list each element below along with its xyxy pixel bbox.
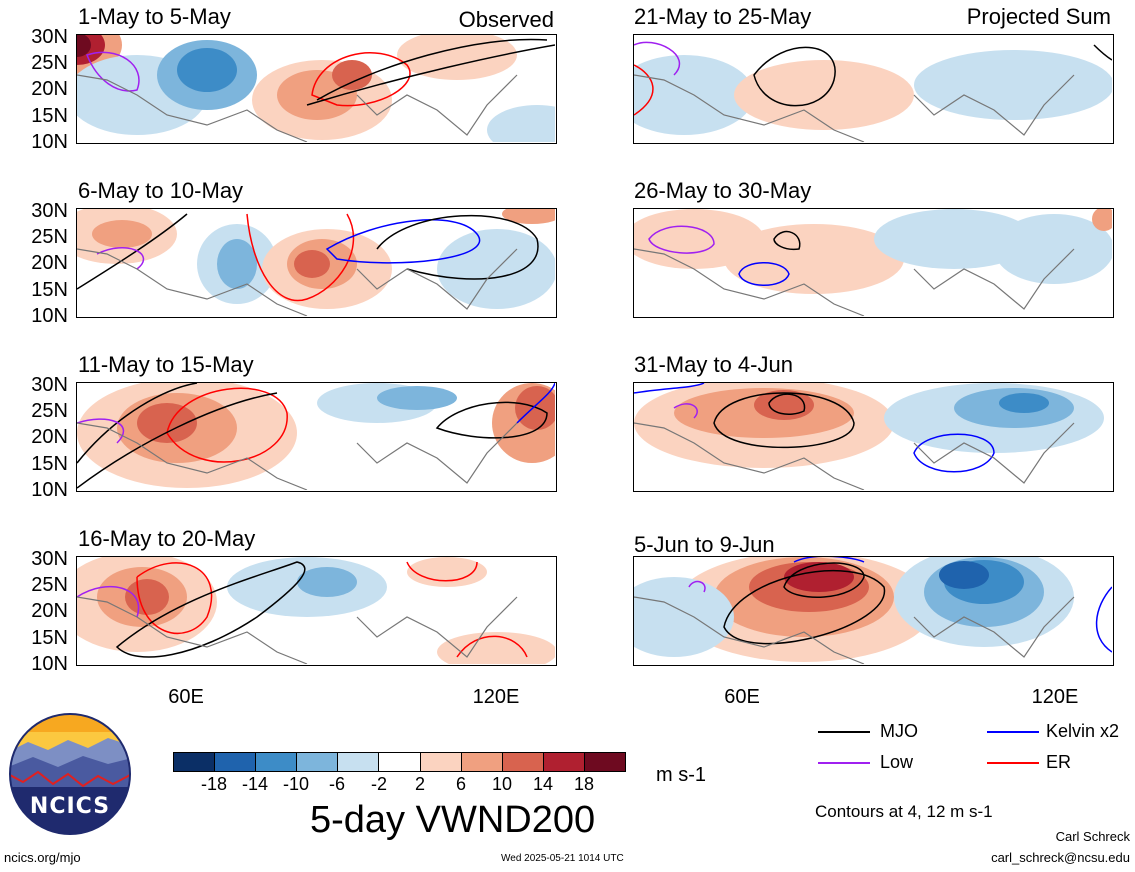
- observed-label: Observed: [458, 7, 554, 32]
- lat-label-25n: 25N: [31, 400, 68, 422]
- panel-title-3: 11-May to 15-May: [78, 352, 254, 377]
- map-panel-7: [633, 382, 1114, 492]
- panel-title-1: 1-May to 5-May: [78, 4, 231, 29]
- lat-label-15n: 15N: [31, 279, 68, 301]
- ncics-logo: NCICS: [8, 712, 132, 836]
- colorbar-swatch: [174, 753, 216, 771]
- lon-label-60e-left: 60E: [168, 686, 204, 708]
- panel-title-2: 6-May to 10-May: [78, 178, 244, 203]
- legend-label-low: Low: [880, 752, 914, 772]
- lat-label-15n: 15N: [31, 627, 68, 649]
- footer-timestamp: Wed 2025-05-21 1014 UTC: [501, 853, 624, 864]
- map-panel-3: [76, 382, 557, 492]
- colorbar-label: -14: [241, 774, 268, 794]
- lat-label-10n: 10N: [31, 131, 68, 153]
- lat-label-20n: 20N: [31, 600, 68, 622]
- panel-title-5: 21-May to 25-May: [634, 4, 812, 29]
- lat-label-15n: 15N: [31, 105, 68, 127]
- legend-swatch-mjo: [818, 731, 870, 733]
- footer-email[interactable]: carl_schreck@ncsu.edu: [991, 850, 1130, 865]
- ncics-logo-text: NCICS: [29, 794, 111, 819]
- colorbar-swatch: [256, 753, 298, 771]
- colorbar: [173, 752, 626, 772]
- figure-title: 5-day VWND200: [310, 799, 596, 841]
- footer-author: Carl Schreck: [1055, 829, 1130, 844]
- colorbar-swatch: [379, 753, 421, 771]
- lat-label-25n: 25N: [31, 574, 68, 596]
- lat-label-25n: 25N: [31, 226, 68, 248]
- lat-label-15n: 15N: [31, 453, 68, 475]
- colorbar-label: 10: [491, 774, 513, 794]
- footer-url[interactable]: ncics.org/mjo: [4, 850, 81, 865]
- colorbar-swatch: [297, 753, 339, 771]
- legend-swatch-kelvin: [987, 731, 1039, 733]
- projected-sum-label: Projected Sum: [966, 4, 1111, 29]
- colorbar-swatch: [420, 753, 462, 771]
- lon-label-60e-right: 60E: [724, 686, 760, 708]
- lon-label-120e-left: 120E: [472, 686, 520, 708]
- map-panel-4: [76, 556, 557, 666]
- lat-label-20n: 20N: [31, 426, 68, 448]
- colorbar-swatch: [502, 753, 544, 771]
- contour-note: Contours at 4, 12 m s-1: [815, 802, 993, 821]
- map-panel-6: [633, 208, 1114, 318]
- colorbar-label: 14: [532, 774, 554, 794]
- lat-label-25n: 25N: [31, 52, 68, 74]
- map-panel-8: [633, 556, 1114, 666]
- map-panel-5: [633, 34, 1114, 144]
- panel-title-8: 5-Jun to 9-Jun: [634, 532, 775, 557]
- legend-label-er: ER: [1046, 752, 1072, 772]
- lat-label-10n: 10N: [31, 479, 68, 501]
- lat-label-10n: 10N: [31, 305, 68, 327]
- colorbar-swatch: [584, 753, 626, 771]
- lat-label-30n: 30N: [31, 26, 68, 48]
- legend-label-kelvin: Kelvin x2: [1046, 721, 1120, 741]
- colorbar-label: -10: [282, 774, 309, 794]
- colorbar-swatch: [461, 753, 503, 771]
- lat-label-20n: 20N: [31, 78, 68, 100]
- map-panel-1: [76, 34, 557, 144]
- colorbar-swatch: [338, 753, 380, 771]
- panel-title-4: 16-May to 20-May: [78, 526, 256, 551]
- lat-label-30n: 30N: [31, 200, 68, 222]
- colorbar-label: -6: [328, 774, 345, 794]
- panel-title-7: 31-May to 4-Jun: [634, 352, 793, 377]
- map-panel-2: [76, 208, 557, 318]
- lat-label-10n: 10N: [31, 653, 68, 675]
- panel-title-6: 26-May to 30-May: [634, 178, 812, 203]
- legend-label-mjo: MJO: [880, 721, 918, 741]
- colorbar-swatch: [215, 753, 257, 771]
- colorbar-label: -2: [370, 774, 387, 794]
- lat-label-30n: 30N: [31, 374, 68, 396]
- colorbar-label: 18: [573, 774, 595, 794]
- colorbar-unit: m s-1: [656, 764, 706, 786]
- lat-label-30n: 30N: [31, 548, 68, 570]
- colorbar-label: 2: [414, 774, 425, 794]
- legend-swatch-er: [987, 762, 1039, 764]
- lon-label-120e-right: 120E: [1031, 686, 1079, 708]
- legend-swatch-low: [818, 762, 870, 764]
- colorbar-label: -18: [200, 774, 227, 794]
- colorbar-label: 6: [455, 774, 466, 794]
- lat-label-20n: 20N: [31, 252, 68, 274]
- colorbar-swatch: [543, 753, 585, 771]
